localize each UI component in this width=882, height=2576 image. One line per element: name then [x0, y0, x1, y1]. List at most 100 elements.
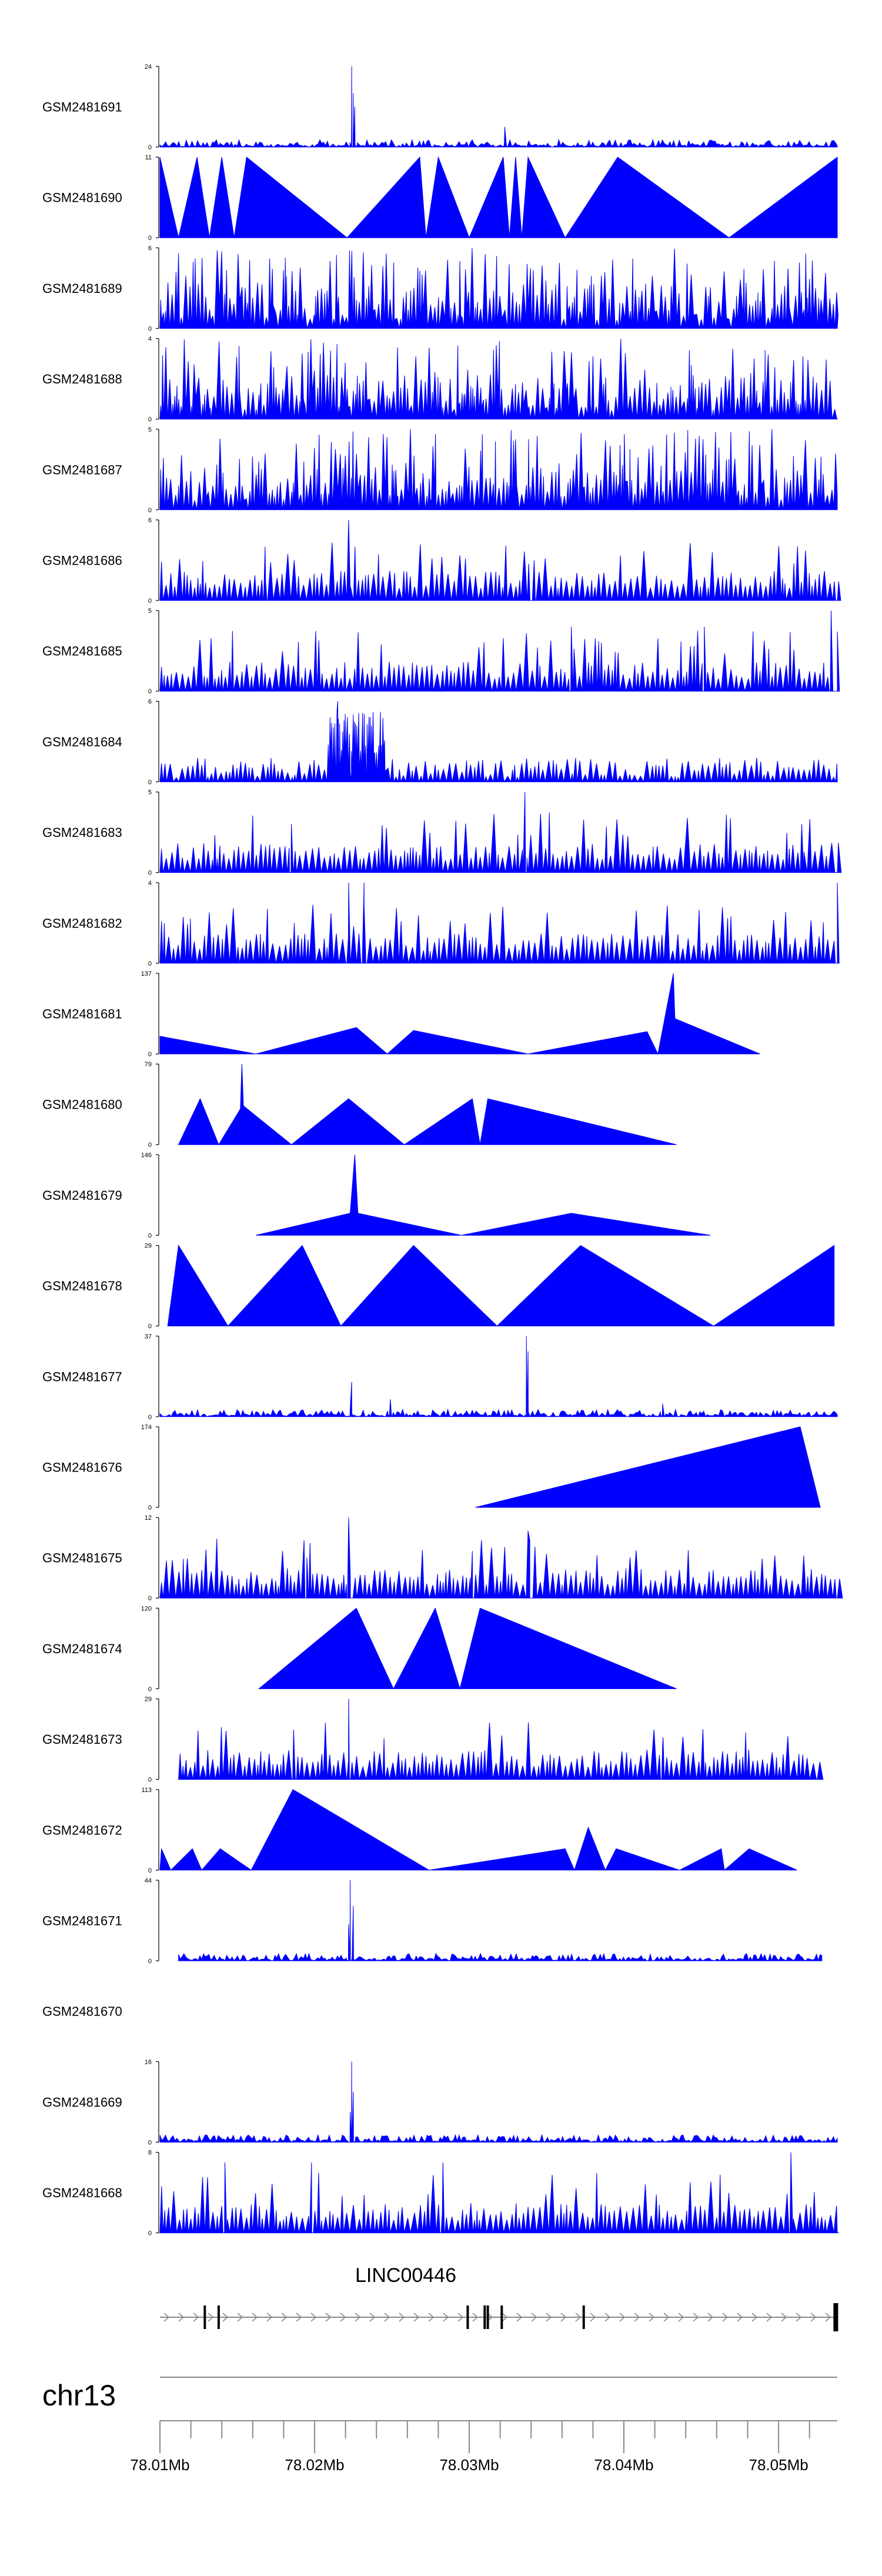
- track-GSM2481673: GSM2481673 29 0: [42, 1696, 824, 1784]
- gene-exon: [203, 2305, 206, 2329]
- strand-arrow: [619, 2313, 626, 2322]
- strand-arrow: [737, 2313, 743, 2322]
- genome-axis-ticks: [159, 2421, 810, 2453]
- track-label: GSM2481684: [42, 735, 122, 749]
- signal-area: [159, 1517, 843, 1599]
- tick-label: 78.05Mb: [749, 2456, 808, 2474]
- y-max-label: 24: [145, 64, 152, 71]
- y-max-label: 8: [148, 2150, 152, 2157]
- strand-arrow: [604, 2313, 611, 2322]
- track-GSM2481687: GSM2481687 5 0: [42, 426, 838, 514]
- y-zero-label: 0: [148, 1686, 152, 1693]
- strand-arrow: [457, 2313, 464, 2322]
- track-GSM2481670: GSM2481670: [42, 2004, 122, 2019]
- strand-arrow: [428, 2313, 435, 2322]
- y-max-label: 12: [145, 1514, 152, 1521]
- track-GSM2481674: GSM2481674 120 0: [42, 1605, 677, 1693]
- track-label: GSM2481685: [42, 644, 122, 659]
- strand-arrow: [222, 2313, 229, 2322]
- y-zero-label: 0: [148, 1232, 152, 1239]
- track-GSM2481686: GSM2481686 6 0: [42, 517, 841, 605]
- track-label: GSM2481675: [42, 1551, 122, 1566]
- y-max-label: 120: [141, 1605, 152, 1612]
- gene-exon: [486, 2305, 489, 2329]
- signal-area: [178, 1064, 677, 1146]
- genome-axis: 78.01Mb 78.02Mb 78.03Mb 78.04Mb 78.05Mb: [130, 2420, 837, 2474]
- track-label: GSM2481668: [42, 2185, 122, 2200]
- track-GSM2481684: GSM2481684 6 0: [42, 698, 838, 786]
- y-max-label: 11: [145, 154, 152, 161]
- signal-area: [159, 2061, 838, 2143]
- strand-arrow: [252, 2313, 258, 2322]
- y-zero-label: 0: [148, 870, 152, 877]
- strand-arrow: [810, 2313, 817, 2322]
- strand-arrow: [663, 2313, 670, 2322]
- track-GSM2481668: GSM2481668 8 0: [42, 2150, 839, 2237]
- track-label: GSM2481688: [42, 372, 122, 386]
- strand-arrow: [281, 2313, 288, 2322]
- strand-arrow: [208, 2313, 214, 2322]
- strand-arrow: [340, 2313, 346, 2322]
- y-zero-label: 0: [148, 1777, 152, 1784]
- strand-arrow: [472, 2313, 479, 2322]
- strand-arrow: [825, 2313, 831, 2322]
- strand-arrow: [443, 2313, 449, 2322]
- track-label: GSM2481690: [42, 191, 122, 205]
- y-zero-label: 0: [148, 1595, 152, 1602]
- strand-arrow: [590, 2313, 596, 2322]
- track-GSM2481690: GSM2481690 11 0: [42, 154, 838, 242]
- gene-exon: [582, 2305, 585, 2329]
- y-zero-label: 0: [148, 2230, 152, 2237]
- strand-arrow: [399, 2313, 405, 2322]
- track-GSM2481685: GSM2481685 5 0: [42, 608, 840, 695]
- tick-label: 78.04Mb: [594, 2456, 653, 2474]
- track-label: GSM2481671: [42, 1914, 122, 1928]
- track-GSM2481677: GSM2481677 37 0: [42, 1333, 838, 1421]
- y-max-label: 5: [148, 789, 152, 796]
- track-label: GSM2481670: [42, 2004, 122, 2019]
- signal-area: [159, 792, 842, 873]
- y-zero-label: 0: [148, 960, 152, 967]
- y-max-label: 29: [145, 1243, 152, 1250]
- track-label: GSM2481672: [42, 1823, 122, 1837]
- signal-area: [167, 1244, 835, 1327]
- y-zero-label: 0: [148, 1958, 152, 1965]
- strand-arrow: [751, 2313, 758, 2322]
- track-GSM2481688: GSM2481688 4 0: [42, 336, 838, 423]
- y-max-label: 29: [145, 1696, 152, 1703]
- track-label: GSM2481686: [42, 553, 122, 568]
- y-max-label: 6: [148, 698, 152, 705]
- strand-arrow: [413, 2313, 420, 2322]
- track-label: GSM2481682: [42, 916, 122, 930]
- gene-label: LINC00446: [355, 2264, 456, 2287]
- strand-arrow: [649, 2313, 655, 2322]
- y-max-label: 174: [141, 1424, 152, 1431]
- genome-axis-labels: 78.01Mb 78.02Mb 78.03Mb 78.04Mb 78.05Mb: [130, 2456, 808, 2474]
- y-max-label: 137: [141, 970, 152, 977]
- strand-arrow: [560, 2313, 567, 2322]
- y-zero-label: 0: [148, 1051, 152, 1058]
- chromosome-track: chr13: [42, 2377, 837, 2412]
- strand-arrow: [796, 2313, 802, 2322]
- strand-arrow: [296, 2313, 302, 2322]
- track-label: GSM2481669: [42, 2095, 122, 2110]
- strand-arrow: [531, 2313, 537, 2322]
- track-label: GSM2481674: [42, 1641, 122, 1656]
- strand-arrow: [546, 2313, 552, 2322]
- track-label: GSM2481681: [42, 1007, 122, 1022]
- y-max-label: 6: [148, 517, 152, 524]
- y-max-label: 6: [148, 245, 152, 252]
- track-GSM2481676: GSM2481676 174 0: [42, 1424, 821, 1511]
- y-max-label: 146: [141, 1152, 152, 1159]
- signal-area: [159, 1789, 797, 1871]
- track-GSM2481691: GSM2481691 24 0: [42, 64, 838, 151]
- y-zero-label: 0: [148, 1867, 152, 1874]
- strand-arrow: [502, 2313, 508, 2322]
- y-zero-label: 0: [148, 2139, 152, 2146]
- signal-area: [159, 973, 760, 1055]
- signal-area: [159, 519, 841, 601]
- signal-area: [159, 339, 838, 420]
- y-max-label: 4: [148, 336, 152, 343]
- tick-label: 78.02Mb: [285, 2456, 344, 2474]
